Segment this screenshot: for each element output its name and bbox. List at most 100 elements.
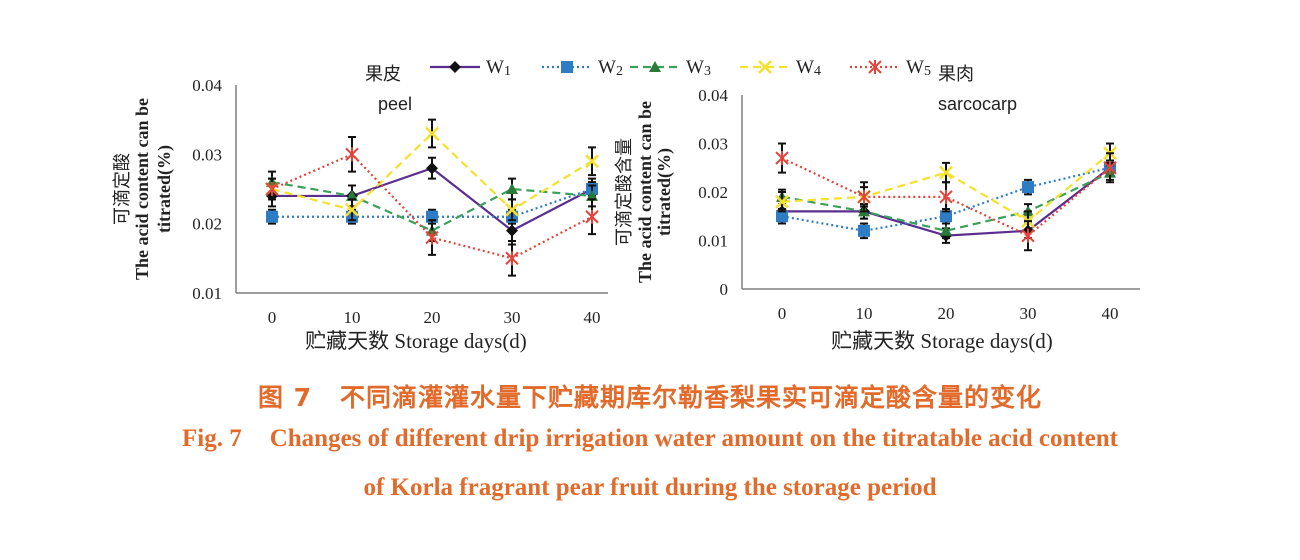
y-tick-label: 0.01 — [698, 232, 728, 251]
data-point — [585, 154, 599, 169]
legend-swatch-marker — [449, 61, 461, 73]
legend-entry-w4: W4 — [740, 57, 821, 79]
y-axis-label-en-line2: titrated(%) — [154, 145, 175, 233]
data-point — [345, 147, 359, 162]
legend-label-main: W — [796, 57, 814, 78]
caption-cn-label: 图 7 — [257, 383, 313, 412]
data-point — [505, 202, 519, 217]
series-line — [781, 171, 1111, 232]
y-tick-label: 0 — [720, 280, 729, 299]
y-axis-label-en-line2: titrated(%) — [654, 148, 675, 236]
legend-label: W5 — [906, 57, 931, 79]
legend-label: W1 — [486, 57, 511, 79]
legend-label: W3 — [686, 57, 711, 79]
data-point — [776, 210, 788, 223]
caption-en-text-2: of Korla fragrant pear fruit during the … — [363, 474, 937, 501]
data-point — [1103, 160, 1117, 175]
legend-label-sub: 2 — [616, 64, 623, 79]
x-tick-label: 0 — [778, 304, 787, 323]
series-line — [271, 132, 593, 212]
data-point — [586, 189, 598, 201]
legend-swatch-marker — [561, 61, 573, 73]
caption-en-line1: Fig. 7 Changes of different drip irrigati… — [0, 425, 1300, 453]
caption-en-label: Fig. 7 — [181, 425, 242, 452]
legend-swatch-marker — [868, 60, 882, 74]
data-point — [346, 189, 358, 201]
x-tick-label: 40 — [1102, 304, 1119, 323]
y-tick-label: 0.03 — [698, 135, 728, 154]
data-point — [858, 224, 870, 237]
legend-entry-w3: W3 — [630, 57, 711, 79]
legend-label-main: W — [906, 57, 924, 78]
x-tick-label: 30 — [504, 308, 521, 327]
data-point — [265, 182, 279, 196]
caption-cn: 图 7 不同滴灌灌水量下贮藏期库尔勒香梨果实可滴定酸含量的变化 — [0, 378, 1300, 414]
chart-panel-2: 0 0.01 0.02 0.03 0.04 0 10 20 30 40 贮藏天数 Storage d… — [614, 64, 1140, 353]
y-axis-label-en-line1: The acid content can be — [635, 101, 655, 283]
x-tick-label: 30 — [1020, 304, 1037, 323]
data-point — [940, 210, 952, 223]
series-line — [781, 152, 1111, 223]
x-tick-label: 20 — [938, 304, 955, 323]
series-w2 — [776, 159, 1116, 240]
y-tick-label: 0.01 — [192, 284, 222, 303]
y-tick-label: 0.02 — [698, 183, 728, 202]
legend-swatch-marker — [649, 61, 661, 72]
data-point — [506, 183, 518, 194]
y-axis-label-en-line1: The acid content can be — [132, 98, 152, 280]
data-point — [940, 224, 952, 236]
data-point — [939, 189, 953, 204]
data-point — [1021, 228, 1035, 243]
legend-label-sub: 5 — [924, 64, 931, 79]
chart-panel-1: 0.01 0.02 0.03 0.04 0 10 20 30 40 贮藏天数 Storage da… — [112, 64, 608, 353]
legend-entry-w2: W2 — [542, 57, 623, 79]
series-line — [271, 153, 593, 260]
legend-label: W4 — [796, 57, 821, 79]
data-point — [425, 230, 439, 245]
panel-label-en: sarcocarp — [938, 94, 1017, 114]
panel-label-cn: 果肉 — [938, 64, 974, 85]
data-point — [506, 224, 518, 237]
legend-label-main: W — [486, 57, 504, 78]
caption-en-line2: of Korla fragrant pear fruit during the … — [0, 474, 1300, 502]
legend-swatch-marker — [758, 60, 772, 74]
caption-en-text-1: Changes of different drip irrigation wat… — [269, 425, 1119, 452]
legend-label-main: W — [686, 57, 704, 78]
panel-label-en: peel — [378, 94, 412, 114]
x-axis-label: 贮藏天数 Storage days(d) — [305, 329, 527, 353]
legend-entry-w1: W1 — [430, 57, 511, 79]
series-line — [271, 180, 593, 232]
data-point — [939, 165, 953, 180]
panel-label-cn: 果皮 — [365, 64, 401, 85]
legend-label: W2 — [598, 57, 623, 79]
series-w5 — [775, 142, 1117, 252]
data-point — [775, 194, 789, 209]
series-line — [781, 157, 1111, 237]
x-tick-label: 20 — [424, 308, 441, 327]
data-point — [585, 209, 599, 224]
x-tick-label: 0 — [268, 308, 277, 327]
x-axis-label: 贮藏天数 Storage days(d) — [831, 329, 1053, 353]
data-point — [426, 162, 438, 175]
legend-entry-w5: W5 — [850, 57, 931, 79]
x-tick-label: 10 — [856, 304, 873, 323]
data-point — [1022, 181, 1034, 194]
data-point — [425, 126, 439, 141]
y-tick-label: 0.04 — [698, 86, 728, 105]
legend-label-sub: 4 — [814, 64, 821, 79]
y-tick-label: 0.04 — [192, 76, 222, 95]
x-tick-label: 10 — [344, 308, 361, 327]
data-point — [857, 189, 871, 204]
legend-label-main: W — [598, 57, 616, 78]
legend-label-sub: 1 — [504, 64, 511, 79]
y-tick-label: 0.02 — [192, 215, 222, 234]
y-axis-label-cn: 可滴定酸含量 — [614, 138, 635, 246]
legend-label-sub: 3 — [704, 64, 711, 79]
caption-cn-text: 不同滴灌灌水量下贮藏期库尔勒香梨果实可滴定酸含量的变化 — [340, 383, 1043, 412]
legend: W1 W2 W3 W4 W5 — [430, 57, 931, 79]
series-w5 — [265, 136, 599, 277]
data-point — [345, 202, 359, 217]
data-point — [505, 251, 519, 266]
